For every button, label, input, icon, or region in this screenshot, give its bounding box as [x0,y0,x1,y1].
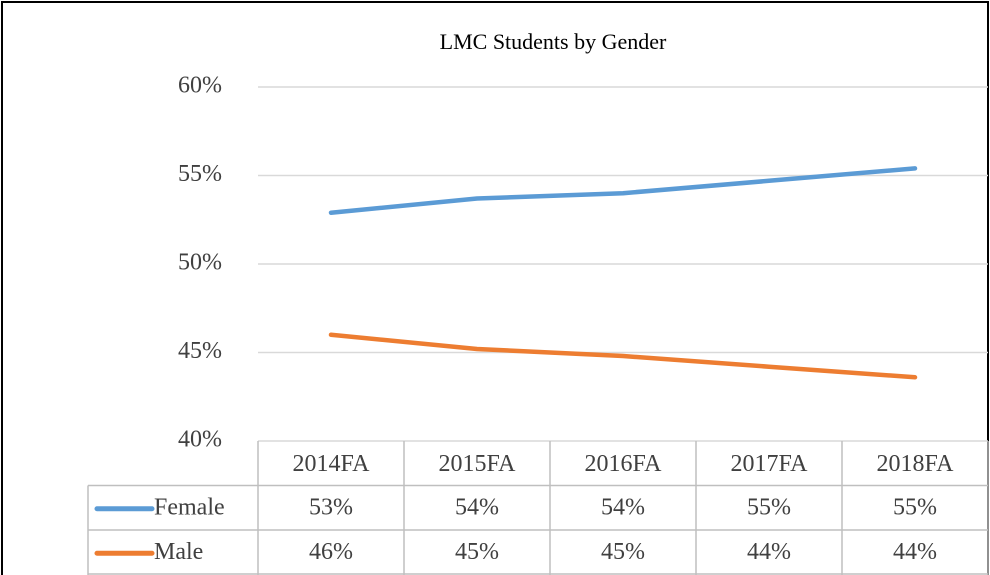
y-tick-label: 50% [178,250,222,276]
table-value: 45% [455,539,499,565]
legend-label: Male [154,539,203,565]
y-tick-label: 45% [178,338,222,364]
chart-title: LMC Students by Gender [440,29,667,54]
line-series [328,166,918,215]
table-value: 53% [309,494,353,520]
x-tick-label: 2016FA [585,451,663,477]
table-value: 45% [601,539,645,565]
x-tick-label: 2015FA [439,451,517,477]
y-tick-label: 40% [178,427,222,453]
table-value: 44% [747,539,791,565]
table-value: 54% [601,494,645,520]
table-value: 44% [893,539,937,565]
x-tick-label: 2014FA [293,451,371,477]
line-series [328,332,918,380]
table-value: 46% [309,539,353,565]
y-tick-label: 60% [178,73,222,99]
table-value: 55% [893,494,937,520]
x-tick-label: 2017FA [731,451,809,477]
table-value: 54% [455,494,499,520]
y-tick-label: 55% [178,161,222,187]
table-value: 55% [747,494,791,520]
legend-label: Female [154,494,225,520]
x-tick-label: 2018FA [877,451,955,477]
